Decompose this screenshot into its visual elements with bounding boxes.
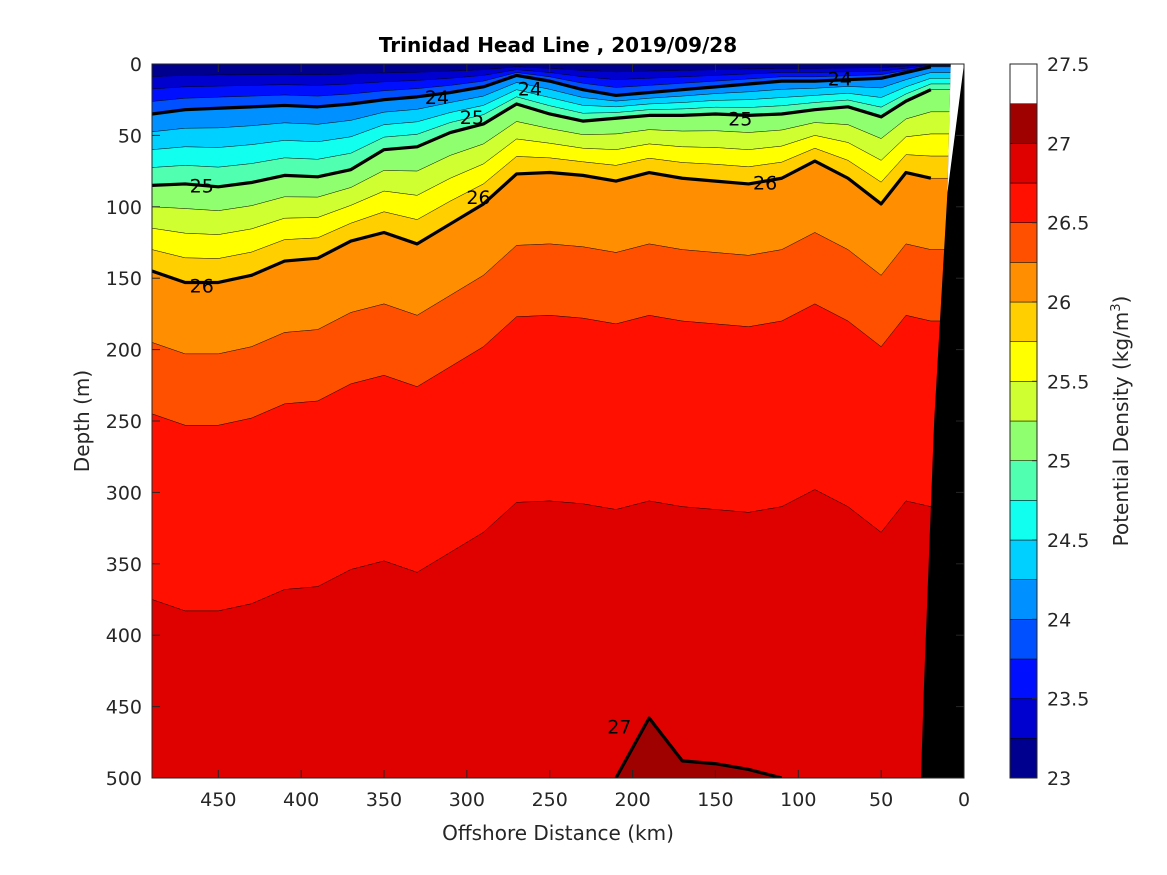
x-axis-label: Offshore Distance (km) <box>442 821 674 845</box>
x-tick-label: 200 <box>614 789 650 811</box>
colorbar-segment <box>1009 698 1038 739</box>
colorbar-segment <box>1009 658 1038 699</box>
x-tick-label: 350 <box>366 789 402 811</box>
y-tick-label: 300 <box>106 482 142 504</box>
y-tick-label: 100 <box>106 197 142 219</box>
colorbar-tick-label: 25.5 <box>1047 371 1089 393</box>
colorbar-tick-label: 23 <box>1047 768 1071 790</box>
x-tick-label: 50 <box>869 789 893 811</box>
isoline-27 <box>614 716 783 778</box>
y-tick-label: 400 <box>106 625 142 647</box>
y-tick-label: 200 <box>106 340 142 362</box>
colorbar-tick-label: 23.5 <box>1047 689 1089 711</box>
colorbar-segment <box>1009 222 1038 263</box>
contour-label: 25 <box>728 108 752 130</box>
y-tick-label: 450 <box>106 697 142 719</box>
x-tick-label: 0 <box>958 789 970 811</box>
colorbar-segment <box>1009 619 1038 660</box>
no-data-wedge <box>947 64 964 193</box>
colorbar-segment <box>1009 420 1038 461</box>
colorbar-segment <box>1009 103 1038 144</box>
colorbar-tick-label: 27 <box>1047 133 1071 155</box>
x-tick-label: 100 <box>780 789 816 811</box>
contour-label: 26 <box>190 275 214 297</box>
colorbar-segment <box>1009 301 1038 342</box>
colorbar-segment <box>1009 738 1038 779</box>
y-tick-label: 150 <box>106 268 142 290</box>
colorbar-label-exponent: 3 <box>1109 303 1124 311</box>
colorbar-segment <box>1009 579 1038 620</box>
contour-label: 25 <box>460 107 484 129</box>
colorbar-frame <box>1009 63 1038 779</box>
x-tick-label: 250 <box>532 789 568 811</box>
colorbar-segment <box>1009 460 1038 501</box>
y-tick-label: 350 <box>106 554 142 576</box>
colorbar-tick-label: 27.5 <box>1047 54 1089 76</box>
colorbar-segment <box>1009 341 1038 382</box>
isoline-25 <box>152 88 932 189</box>
bathymetry <box>920 64 964 778</box>
isoline-24 <box>152 65 932 116</box>
colorbar-label-suffix: ) <box>1109 296 1133 304</box>
colorbar-tick-label: 25 <box>1047 451 1071 473</box>
x-tick-label: 300 <box>449 789 485 811</box>
isoline-26 <box>152 159 932 285</box>
colorbar-segment <box>1009 143 1038 184</box>
colorbar-tick-label: 26.5 <box>1047 213 1089 235</box>
colorbar-segment <box>1009 182 1038 223</box>
y-tick-label: 250 <box>106 411 142 433</box>
colorbar-segment <box>1009 500 1038 541</box>
y-axis-label: Depth (m) <box>70 370 94 472</box>
colorbar-segment <box>1009 539 1038 580</box>
y-tick-label: 500 <box>106 768 142 790</box>
contour-label: 25 <box>190 175 214 197</box>
contour-label: 24 <box>425 87 449 109</box>
density-band <box>152 489 964 778</box>
colorbar-tick-label: 24.5 <box>1047 530 1089 552</box>
contour-label: 26 <box>466 187 490 209</box>
contour-label: 24 <box>518 78 542 100</box>
colorbar-segment <box>1009 381 1038 422</box>
colorbar-tick-label: 26 <box>1047 292 1071 314</box>
colorbar-label: Potential Density (kg/m3) <box>1109 296 1133 547</box>
x-tick-label: 400 <box>283 789 319 811</box>
x-tick-label: 150 <box>697 789 733 811</box>
contour-label: 26 <box>753 173 777 195</box>
colorbar-tick-label: 24 <box>1047 609 1071 631</box>
y-tick-label: 50 <box>118 125 142 147</box>
plot-area: 24 24 24 25 25 25 26 26 26 27 <box>152 64 964 778</box>
x-tick-label: 450 <box>200 789 236 811</box>
colorbar: 23 23.5 24 24.5 25 25.5 26 26.5 27 27.5 <box>1009 54 1089 790</box>
chart-title: Trinidad Head Line , 2019/09/28 <box>379 33 737 57</box>
y-tick-label: 0 <box>130 54 142 76</box>
contour-label: 24 <box>828 68 852 90</box>
contour-label: 27 <box>607 717 631 739</box>
colorbar-segment <box>1009 262 1038 303</box>
colorbar-label-prefix: Potential Density (kg/m <box>1109 312 1133 547</box>
